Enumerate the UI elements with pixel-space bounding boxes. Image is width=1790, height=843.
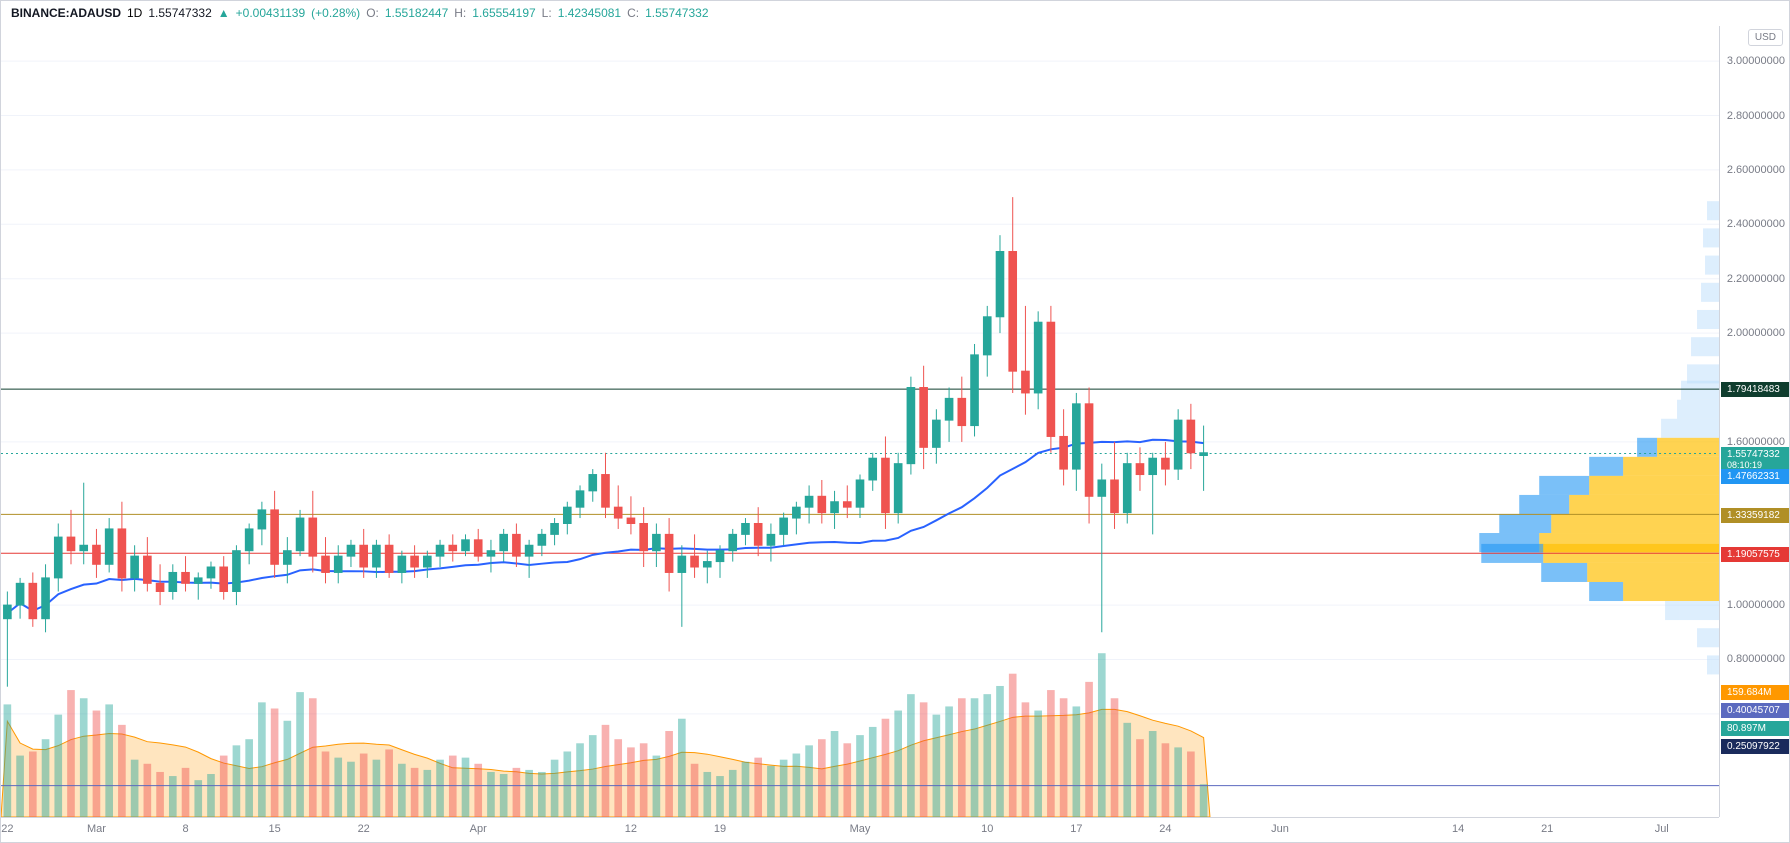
x-tick-label: 8 <box>182 823 188 835</box>
x-tick-label: 24 <box>1159 823 1171 835</box>
symbol-label[interactable]: BINANCE:ADAUSD <box>11 6 121 20</box>
o-value: 1.55182447 <box>385 6 448 20</box>
y-tick-label: 2.40000000 <box>1727 218 1785 230</box>
last-price: 1.55747332 <box>148 6 211 20</box>
chart-header: BINANCE:ADAUSD 1D 1.55747332 ▲ +0.004311… <box>11 6 709 20</box>
change-abs: +0.00431139 <box>236 6 306 20</box>
c-label: C: <box>627 6 639 20</box>
x-tick-label: 17 <box>1070 823 1082 835</box>
x-tick-label: 15 <box>268 823 280 835</box>
o-label: O: <box>366 6 379 20</box>
price-label: 1.19057575 <box>1721 547 1789 562</box>
change-arrow-icon: ▲ <box>218 6 230 20</box>
x-tick-label: Jun <box>1271 823 1289 835</box>
y-tick-label: 2.00000000 <box>1727 327 1785 339</box>
h-label: H: <box>454 6 466 20</box>
vol-current-marker: 80.897M <box>1721 721 1789 736</box>
x-tick-label: Apr <box>470 823 487 835</box>
time-axis[interactable]: 22 Mar 8 15 22 Apr 12 19 May 10 17 24 Jun 14 21 Jul <box>1 817 1719 842</box>
y-tick-label: 2.60000000 <box>1727 164 1785 176</box>
price-label: 1.33359182 <box>1721 508 1789 523</box>
vol-bottom-marker: 0.25097922 <box>1721 739 1789 754</box>
x-tick-label: Mar <box>87 823 106 835</box>
timeframe-label[interactable]: 1D <box>127 6 142 20</box>
x-tick-label: 22 <box>1 823 13 835</box>
l-label: L: <box>542 6 552 20</box>
vol-hline-marker: 0.40045707 <box>1721 703 1789 718</box>
h-value: 1.65554197 <box>472 6 535 20</box>
price-label: 1.79418483 <box>1721 382 1789 397</box>
x-tick-label: 10 <box>981 823 993 835</box>
y-tick-label: 0.80000000 <box>1727 653 1785 665</box>
currency-badge[interactable]: USD <box>1748 29 1783 46</box>
x-tick-label: 12 <box>625 823 637 835</box>
x-tick-label: 19 <box>714 823 726 835</box>
x-tick-label: 14 <box>1452 823 1464 835</box>
x-tick-label: 21 <box>1541 823 1553 835</box>
y-tick-label: 1.00000000 <box>1727 599 1785 611</box>
c-value: 1.55747332 <box>645 6 708 20</box>
y-tick-label: 2.80000000 <box>1727 110 1785 122</box>
x-tick-label: 22 <box>358 823 370 835</box>
change-pct: (+0.28%) <box>311 6 360 20</box>
x-tick-label: Jul <box>1655 823 1669 835</box>
chart-svg[interactable] <box>1 26 1719 817</box>
x-tick-label: May <box>850 823 871 835</box>
chart-container[interactable]: BINANCE:ADAUSD 1D 1.55747332 ▲ +0.004311… <box>0 0 1790 843</box>
vol-ma-marker: 159.684M <box>1721 685 1789 700</box>
y-tick-label: 3.00000000 <box>1727 55 1785 67</box>
price-label: 1.47662331 <box>1721 469 1789 484</box>
chart-area[interactable] <box>1 26 1719 817</box>
y-tick-label: 2.20000000 <box>1727 273 1785 285</box>
l-value: 1.42345081 <box>558 6 621 20</box>
